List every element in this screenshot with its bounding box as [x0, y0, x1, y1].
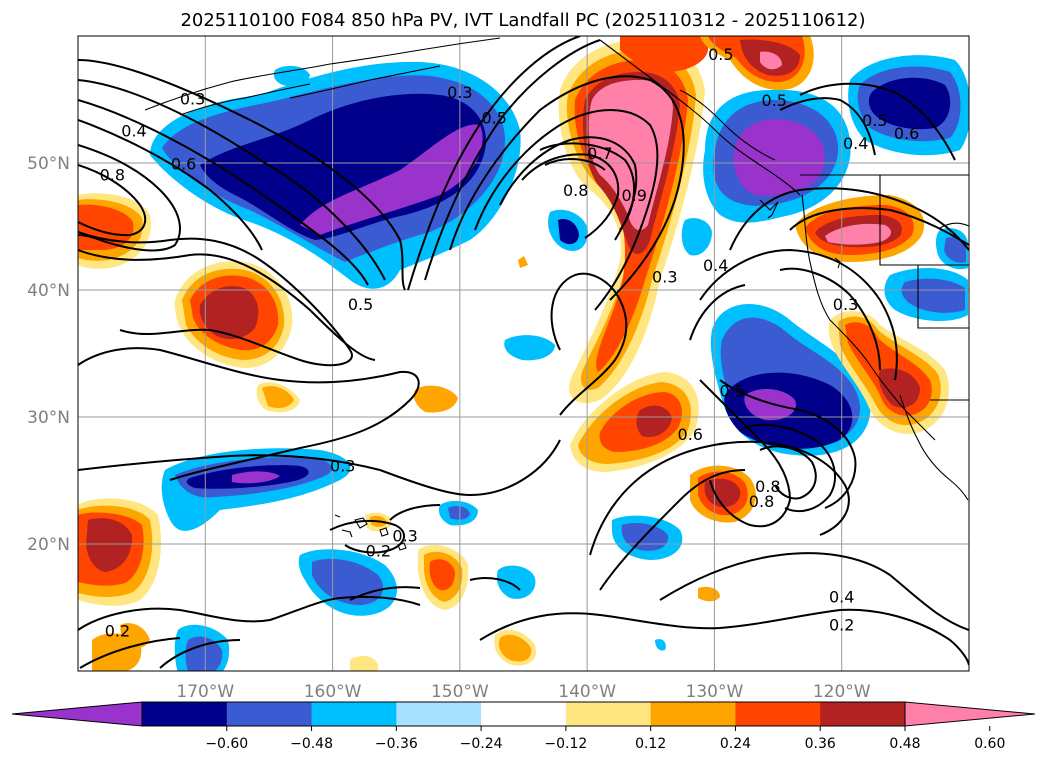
contour-label: 0.3: [392, 526, 417, 545]
latitude-ticks: 50°N 40°N 30°N 20°N: [27, 154, 70, 555]
contour-label: 0.6: [678, 425, 703, 444]
colorbar-extend-max: [904, 701, 1036, 727]
colorbar-tick-label: −0.36: [375, 736, 418, 752]
contour-label: 0.3: [652, 267, 677, 286]
contour-label: 0.2: [829, 615, 854, 634]
figure-title: 2025110100 F084 850 hPa PV, IVT Landfall…: [180, 10, 865, 31]
colorbar-segment: [650, 702, 736, 726]
contour-label: 0.6: [894, 124, 919, 143]
contour-label: 0.9: [622, 186, 647, 205]
latitude-tick-label: 50°N: [27, 154, 70, 174]
longitude-tick-label: 130°W: [686, 682, 744, 702]
colorbar-segment: [735, 702, 821, 726]
colorbar-segment: [481, 702, 567, 726]
contour-label: 0.8: [755, 477, 780, 496]
latitude-tick-label: 20°N: [27, 535, 70, 555]
contour-label: 0.5: [720, 382, 745, 401]
contour-label: 0.2: [366, 542, 391, 561]
longitude-tick-label: 140°W: [558, 682, 616, 702]
colorbar-tick-label: 0.60: [974, 736, 1005, 752]
longitude-tick-label: 160°W: [304, 682, 362, 702]
contour-label: 0.5: [862, 111, 887, 130]
colorbar-segment: [820, 702, 906, 726]
colorbar-segment: [142, 702, 228, 726]
longitude-tick-label: 150°W: [431, 682, 489, 702]
colorbar-frame: [141, 701, 906, 727]
contour-label: 0.8: [563, 181, 588, 200]
contour-label: 0.3: [330, 457, 355, 476]
contour-label: 0.3: [447, 83, 472, 102]
contour-label: 0.6: [171, 154, 196, 173]
colorbar-tick-label: 0.24: [720, 736, 751, 752]
contour-label: 0.8: [749, 492, 774, 511]
coastlines: [144, 37, 969, 551]
contour-labels: 0.3 0.4 0.6 0.8 0.3 0.5 0.5 0.5 0.7 0.8 0.9 0.3 0.4 0…: [100, 45, 920, 641]
contour-label: 0.3: [833, 295, 858, 314]
colorbar-tick-label: −0.12: [544, 736, 587, 752]
longitude-tick-label: 120°W: [813, 682, 871, 702]
ivt-contours: [78, 36, 969, 669]
longitude-ticks: 170°W 160°W 150°W 140°W 130°W 120°W: [176, 682, 870, 702]
map-panel: 0.3 0.4 0.6 0.8 0.3 0.5 0.5 0.5 0.7 0.8 0.9 0.3 0.4 0…: [77, 35, 970, 672]
colorbar-segment: [311, 702, 397, 726]
contour-label: 0.4: [829, 587, 854, 606]
colorbar-tick-label: −0.24: [460, 736, 503, 752]
latitude-tick-label: 40°N: [27, 281, 70, 301]
colorbar-tick-label: −0.60: [205, 736, 248, 752]
colorbar-tick-label: 0.48: [889, 736, 920, 752]
contour-label: 0.7: [587, 144, 612, 163]
contour-label: 0.5: [481, 109, 506, 128]
contour-label: 0.3: [180, 90, 205, 109]
longitude-tick-label: 170°W: [176, 682, 234, 702]
colorbar-segment: [226, 702, 313, 726]
contour-label: 0.2: [105, 622, 130, 641]
colorbar-segment: [396, 702, 482, 726]
contour-label: 0.5: [708, 45, 733, 64]
colorbar-tick-label: 0.12: [635, 736, 666, 752]
contour-label: 0.4: [843, 134, 868, 153]
contour-label: 0.8: [100, 166, 125, 185]
positive-anomaly-fields: [78, 36, 949, 671]
colorbar: −0.60 −0.48 −0.36 −0.24 −0.12 0.12 0.24 0.36 0.4…: [11, 701, 1036, 752]
colorbar-extend-min: [11, 701, 143, 727]
contour-label: 0.4: [703, 256, 728, 275]
latitude-tick-label: 30°N: [27, 408, 70, 428]
contour-label: 0.4: [121, 121, 146, 140]
colorbar-tick-label: 0.36: [805, 736, 836, 752]
contour-label: 0.5: [762, 91, 787, 110]
colorbar-segment: [565, 702, 652, 726]
contour-label: 0.5: [348, 295, 373, 314]
colorbar-tick-label: −0.48: [290, 736, 333, 752]
